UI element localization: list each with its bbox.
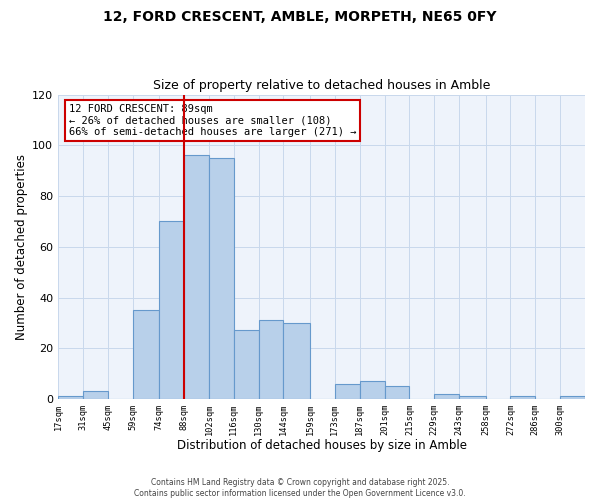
Bar xyxy=(385,386,409,399)
Bar xyxy=(560,396,585,399)
Text: Contains HM Land Registry data © Crown copyright and database right 2025.
Contai: Contains HM Land Registry data © Crown c… xyxy=(134,478,466,498)
Title: Size of property relative to detached houses in Amble: Size of property relative to detached ho… xyxy=(153,79,490,92)
X-axis label: Distribution of detached houses by size in Amble: Distribution of detached houses by size … xyxy=(176,440,467,452)
Bar xyxy=(283,323,310,399)
Bar xyxy=(459,396,485,399)
Bar xyxy=(83,392,108,399)
Bar xyxy=(209,158,234,399)
Bar xyxy=(58,396,83,399)
Bar xyxy=(159,222,184,399)
Bar xyxy=(133,310,159,399)
Y-axis label: Number of detached properties: Number of detached properties xyxy=(15,154,28,340)
Bar xyxy=(360,381,385,399)
Text: 12 FORD CRESCENT: 89sqm
← 26% of detached houses are smaller (108)
66% of semi-d: 12 FORD CRESCENT: 89sqm ← 26% of detache… xyxy=(68,104,356,137)
Bar xyxy=(335,384,360,399)
Bar xyxy=(184,156,209,399)
Bar xyxy=(434,394,459,399)
Bar xyxy=(511,396,535,399)
Bar xyxy=(259,320,283,399)
Text: 12, FORD CRESCENT, AMBLE, MORPETH, NE65 0FY: 12, FORD CRESCENT, AMBLE, MORPETH, NE65 … xyxy=(103,10,497,24)
Bar xyxy=(234,330,259,399)
